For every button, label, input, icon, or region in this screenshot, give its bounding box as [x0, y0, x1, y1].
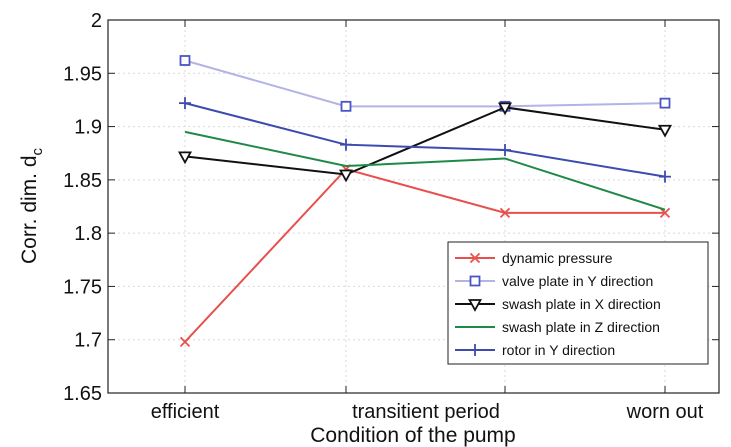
- y-tick-label: 2: [91, 10, 102, 32]
- legend-label: valve plate in Y direction: [502, 273, 653, 289]
- series-line: [185, 132, 665, 210]
- data-point: [471, 277, 480, 286]
- legend-label: swash plate in Z direction: [502, 319, 660, 335]
- legend: dynamic pressure valve plate in Y directi…: [448, 242, 708, 364]
- legend-label: dynamic pressure: [502, 250, 613, 266]
- data-point: [499, 144, 511, 156]
- series-2: [181, 56, 670, 111]
- svg-text:Corr. dim. dc: Corr. dim. dc: [18, 147, 46, 264]
- legend-label: swash plate in X direction: [502, 296, 661, 312]
- data-point: [342, 102, 351, 111]
- data-point: [659, 171, 671, 183]
- y-tick-label: 1.65: [63, 383, 102, 405]
- y-tick-label: 1.95: [63, 63, 102, 85]
- data-point: [181, 56, 190, 65]
- data-point: [661, 99, 670, 108]
- y-tick-label: 1.75: [63, 276, 102, 298]
- legend-label: rotor in Y direction: [502, 342, 615, 358]
- y-tick-label: 1.8: [74, 223, 102, 245]
- series-4: [185, 132, 665, 210]
- x-tick-label: transitient period: [352, 401, 500, 423]
- x-tick-label: worn out: [626, 401, 704, 423]
- y-tick-label: 1.9: [74, 117, 102, 139]
- y-axis-label: Corr. dim. dc: [18, 147, 46, 264]
- data-point: [340, 139, 352, 151]
- data-point: [341, 171, 352, 181]
- series-line: [185, 103, 665, 177]
- series-3: [180, 103, 671, 180]
- y-axis-label-subscript: c: [29, 147, 46, 155]
- y-tick-label: 1.7: [74, 330, 102, 352]
- data-point: [181, 337, 190, 346]
- y-axis-label-main: Corr. dim. d: [18, 155, 41, 264]
- x-tick-label: efficient: [151, 401, 220, 423]
- x-axis-label: Condition of the pump: [310, 424, 515, 447]
- data-point: [179, 97, 191, 109]
- series-5: [179, 97, 671, 183]
- series-line: [185, 60, 665, 106]
- data-point: [660, 126, 671, 136]
- y-tick-label: 1.85: [63, 170, 102, 192]
